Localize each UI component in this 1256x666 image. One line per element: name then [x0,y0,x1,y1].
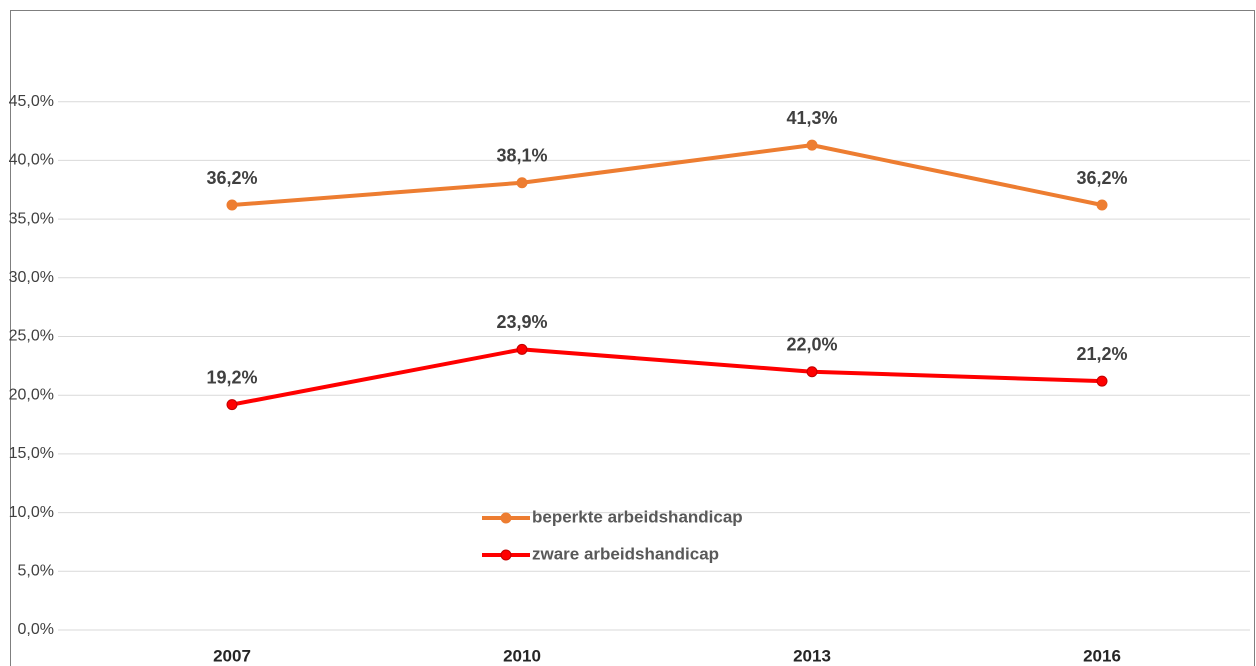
data-label: 38,1% [496,145,547,165]
y-tick-label: 40,0% [9,152,54,169]
y-tick-label: 25,0% [9,328,54,345]
marker [806,366,818,378]
data-label: 19,2% [206,367,257,387]
y-tick-label: 20,0% [9,386,54,403]
data-label: 22,0% [786,334,837,354]
x-tick-label: 2016 [1083,646,1121,665]
legend-marker [500,549,512,561]
marker [516,343,528,355]
y-tick-label: 10,0% [9,504,54,521]
data-label: 21,2% [1076,344,1127,364]
series-line [231,347,1103,407]
legend-marker [500,512,512,524]
data-label: 41,3% [786,108,837,128]
marker [1096,199,1108,211]
marker [516,177,528,189]
data-label: 23,9% [496,312,547,332]
data-label: 36,2% [206,168,257,188]
legend-label: zware arbeidshandicap [532,544,719,563]
y-tick-label: 30,0% [9,269,54,286]
legend-label: beperkte arbeidshandicap [532,507,743,526]
marker [226,199,238,211]
y-tick-label: 15,0% [9,445,54,462]
y-tick-label: 0,0% [18,621,54,638]
marker [1096,375,1108,387]
marker [226,399,238,411]
x-tick-label: 2013 [793,646,831,665]
x-tick-label: 2010 [503,646,541,665]
chart-border [10,10,1255,666]
y-tick-label: 5,0% [18,563,54,580]
y-tick-label: 45,0% [9,93,54,110]
data-label: 36,2% [1076,168,1127,188]
marker [806,139,818,151]
x-tick-label: 2007 [213,646,251,665]
y-tick-label: 35,0% [9,210,54,227]
series-line [231,143,1103,208]
